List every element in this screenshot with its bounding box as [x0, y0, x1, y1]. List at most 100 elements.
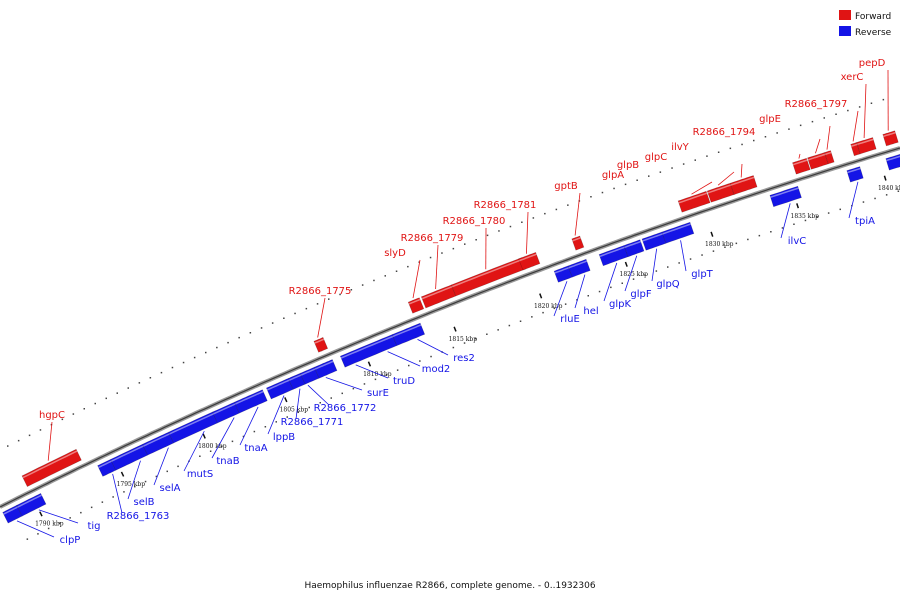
gene-highlight	[234, 390, 264, 405]
minor-tick-inner	[486, 333, 488, 335]
label-slyd: slyD	[384, 248, 406, 259]
minor-tick-outer	[601, 191, 604, 194]
scale-tick-mark	[539, 293, 543, 299]
gene-reverse-mod2	[391, 322, 426, 346]
minor-tick-outer	[882, 98, 885, 101]
label-glpe: glpE	[759, 114, 781, 125]
label-selb: selB	[133, 497, 154, 508]
label-trud: truD	[393, 376, 415, 387]
minor-tick-outer	[294, 312, 296, 315]
gene-body	[314, 359, 338, 379]
minor-tick-inner	[632, 278, 635, 280]
minor-tick-outer	[373, 279, 375, 282]
gene-body	[518, 252, 541, 271]
minor-tick-inner	[134, 485, 136, 488]
label-r2866-1797: R2866_1797	[785, 99, 848, 110]
minor-tick-outer	[249, 332, 252, 334]
minor-tick-inner	[553, 307, 556, 310]
gene-forward-r2866-1780	[451, 257, 527, 297]
minor-tick-outer	[694, 159, 696, 161]
minor-tick-inner	[885, 194, 888, 196]
gene-highlight	[851, 143, 858, 147]
gene-forward-ilvy	[792, 157, 811, 175]
minor-tick-outer	[384, 275, 386, 277]
minor-tick-outer	[238, 336, 240, 339]
scale-tick-label: 1805 kbp	[280, 406, 309, 413]
label-r2866-1781: R2866_1781	[474, 200, 537, 211]
gene-reverse-tnaa	[234, 389, 268, 414]
leader-glpq	[651, 248, 658, 282]
gene-highlight	[300, 368, 316, 376]
gene-highlight	[707, 184, 732, 194]
scale-tick-mark	[284, 397, 288, 403]
gene-highlight	[792, 159, 808, 166]
legend: Forward Reverse	[839, 10, 892, 38]
minor-tick-outer	[521, 221, 523, 223]
minor-tick-inner	[816, 216, 818, 218]
minor-tick-inner	[897, 190, 900, 192]
gene-highlight	[857, 138, 874, 146]
minor-tick-inner	[264, 426, 267, 428]
scale-tick-mark	[710, 231, 714, 237]
minor-tick-outer	[659, 171, 662, 173]
gene-body	[882, 130, 899, 147]
minor-tick-outer	[339, 293, 341, 296]
minor-tick-outer	[741, 143, 743, 146]
minor-tick-inner	[363, 383, 366, 385]
leader-glpe	[826, 125, 831, 150]
scale-tick-label: 1820 kbp	[534, 303, 563, 310]
minor-tick-outer	[316, 303, 319, 305]
minor-tick-inner	[374, 378, 377, 381]
leader-hgpc	[47, 421, 53, 461]
label-tnab: tnaB	[216, 456, 239, 467]
gene-body	[623, 239, 645, 258]
minor-tick-outer	[648, 175, 650, 177]
map-caption: Haemophilus influenzae R2866, complete g…	[304, 581, 595, 591]
label-r2866-1772: R2866_1772	[314, 403, 377, 414]
gene-forward-gptb	[571, 235, 585, 251]
gene-highlight	[266, 379, 290, 391]
minor-tick-outer	[39, 429, 42, 431]
minor-tick-outer	[567, 204, 569, 206]
minor-tick-inner	[90, 506, 93, 509]
label-glpb: glpB	[617, 160, 639, 171]
gene-highlight	[314, 360, 334, 370]
gene-reverse-tig	[16, 492, 47, 517]
minor-tick-outer	[636, 179, 638, 181]
gene-highlight	[624, 240, 641, 249]
label-glpq: glpQ	[656, 279, 679, 290]
gene-forward-glpa	[677, 190, 711, 213]
leader-r2866-1794	[815, 138, 821, 154]
gene-reverse-r2866-1763	[97, 459, 117, 477]
leader-r2866-1763	[112, 473, 123, 514]
label-glpa: glpA	[602, 170, 624, 181]
minor-tick-inner	[297, 411, 299, 413]
leader-rlue	[553, 281, 568, 317]
minor-tick-outer	[475, 239, 477, 241]
minor-tick-inner	[47, 527, 50, 530]
gene-reverse-rlue	[553, 265, 573, 283]
leader-r2866-1781	[526, 211, 529, 254]
minor-tick-outer	[613, 187, 615, 190]
minor-tick-inner	[564, 303, 567, 305]
minor-tick-outer	[94, 402, 96, 405]
minor-tick-inner	[621, 282, 623, 284]
minor-tick-inner	[839, 208, 841, 211]
leader-r2866-1772	[307, 384, 330, 406]
label-r2866-1780: R2866_1780	[443, 216, 506, 227]
minor-tick-outer	[590, 196, 592, 198]
minor-tick-outer	[671, 167, 673, 169]
gene-reverse-glpt	[661, 221, 695, 244]
label-glpk: glpK	[609, 299, 631, 310]
gene-body	[313, 337, 329, 353]
scale-tick-mark	[202, 433, 206, 439]
scale-tick-label: 1790 kbp	[35, 520, 64, 527]
minor-tick-outer	[544, 212, 546, 215]
minor-tick-outer	[149, 377, 152, 379]
minor-tick-inner	[319, 402, 321, 404]
gene-body	[571, 235, 585, 251]
minor-tick-outer	[216, 346, 218, 349]
label-hel: hel	[583, 306, 598, 317]
label-tnaa: tnaA	[244, 443, 267, 454]
gene-highlight	[421, 286, 453, 300]
